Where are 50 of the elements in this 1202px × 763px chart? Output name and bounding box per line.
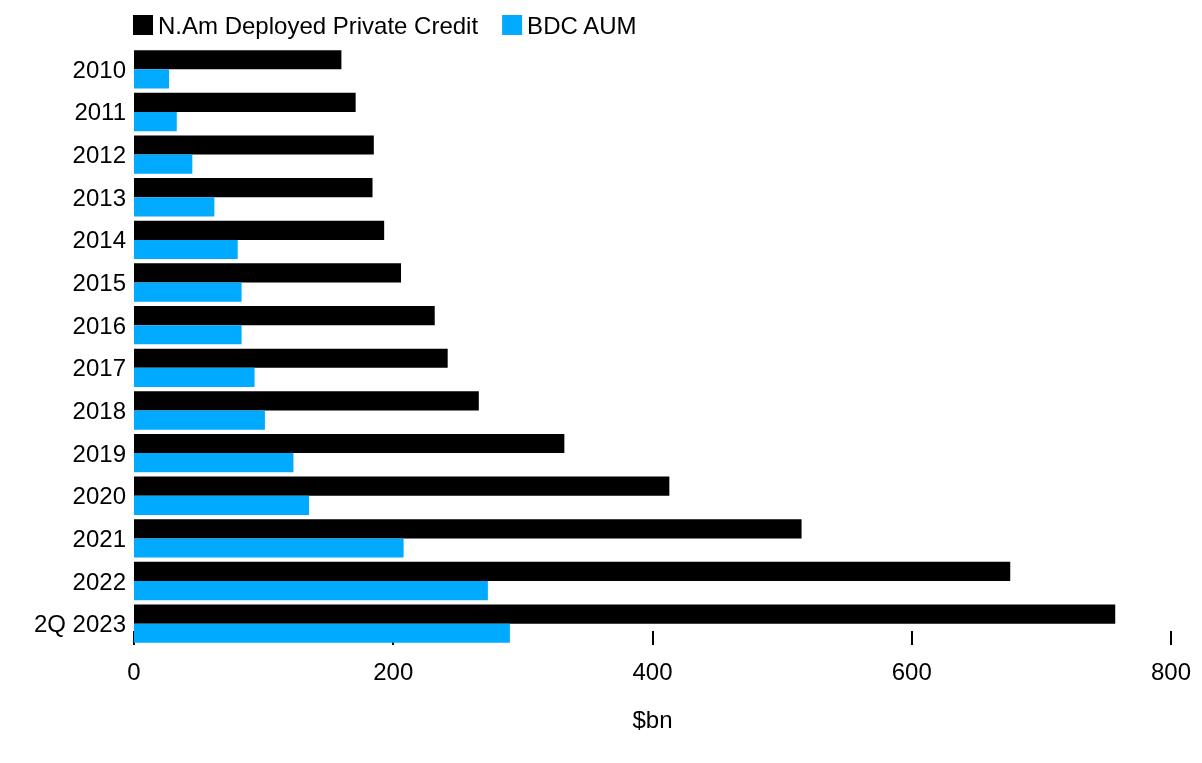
bar bbox=[134, 305, 435, 326]
bar bbox=[134, 410, 265, 430]
y-tick-label: 2020 bbox=[72, 482, 126, 510]
x-tick-label: 200 bbox=[373, 657, 414, 685]
bar bbox=[134, 69, 169, 89]
bar bbox=[134, 433, 565, 454]
y-tick-label: 2022 bbox=[72, 567, 126, 595]
y-tick-label: 2012 bbox=[72, 141, 126, 169]
y-tick-label: 2010 bbox=[72, 55, 126, 83]
y-tick-label: 2018 bbox=[72, 396, 126, 424]
y-tick-label: 2019 bbox=[72, 439, 126, 467]
x-tick-label: 400 bbox=[632, 657, 673, 685]
y-tick-label: 2Q 2023 bbox=[33, 610, 126, 638]
x-tick-label: 800 bbox=[1150, 657, 1191, 685]
bar bbox=[134, 50, 342, 70]
bar bbox=[134, 519, 802, 539]
bar bbox=[134, 581, 488, 601]
x-tick-label: 0 bbox=[127, 657, 141, 685]
y-tick-label: 2014 bbox=[72, 226, 126, 254]
bar bbox=[134, 178, 373, 198]
bar bbox=[134, 348, 448, 368]
bar bbox=[134, 135, 374, 155]
y-tick-label: 2013 bbox=[72, 183, 126, 211]
bar bbox=[134, 263, 402, 283]
bar bbox=[134, 282, 242, 302]
bar bbox=[134, 325, 242, 345]
bar bbox=[134, 220, 385, 240]
legend-label: N.Am Deployed Private Credit bbox=[158, 11, 479, 39]
bar bbox=[134, 561, 1011, 582]
y-tick-label: 2017 bbox=[72, 354, 126, 382]
bar bbox=[134, 111, 177, 132]
bar bbox=[134, 453, 294, 473]
bar bbox=[134, 538, 404, 558]
x-axis-title: $bn bbox=[632, 705, 673, 733]
legend-label: BDC AUM bbox=[527, 11, 637, 39]
bar bbox=[134, 92, 356, 112]
bar bbox=[134, 367, 255, 388]
bar bbox=[134, 495, 309, 515]
bar bbox=[134, 391, 479, 411]
bar bbox=[134, 604, 1116, 624]
bar bbox=[134, 154, 193, 174]
bar bbox=[134, 476, 670, 496]
y-tick-label: 2015 bbox=[72, 269, 126, 297]
bar bbox=[134, 197, 215, 217]
y-tick-label: 2016 bbox=[72, 311, 126, 339]
x-tick-label: 600 bbox=[891, 657, 932, 685]
bar bbox=[134, 239, 238, 260]
y-tick-label: 2021 bbox=[72, 524, 126, 552]
y-tick-label: 2011 bbox=[74, 98, 126, 126]
bar bbox=[134, 623, 510, 643]
